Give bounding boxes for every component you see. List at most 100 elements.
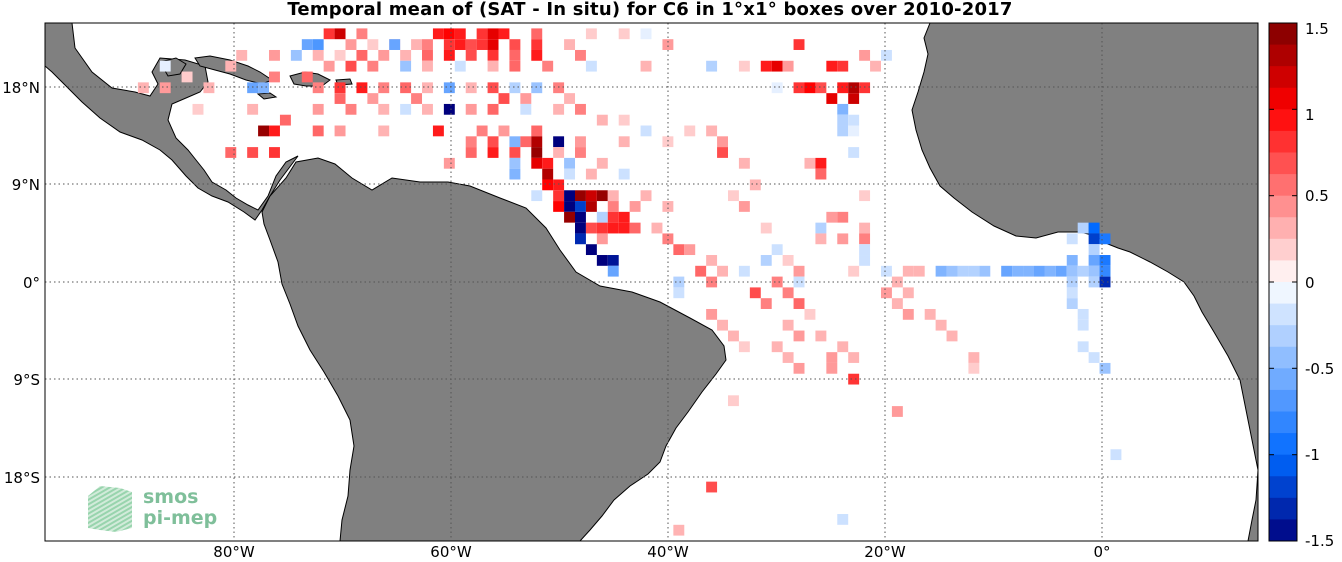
data-cell (498, 93, 510, 104)
data-cell (891, 298, 903, 309)
data-cell (771, 244, 783, 256)
data-cell (793, 330, 805, 342)
data-cell (443, 82, 455, 94)
data-cell (618, 222, 630, 234)
colorbar-label-neg1.5: -1.5 (1305, 532, 1334, 550)
data-cell (247, 103, 259, 115)
data-cell (891, 276, 903, 288)
lat-axis-labels: 18°N 9°N 0° 9°S 18°S (2, 79, 40, 487)
data-cell (1066, 265, 1078, 277)
data-cell (422, 82, 433, 94)
data-cell (542, 157, 554, 169)
data-cell (531, 190, 543, 202)
data-cell (531, 82, 543, 94)
data-cell (575, 211, 586, 223)
data-cell (848, 352, 860, 363)
data-cell (826, 362, 838, 374)
data-cell (531, 125, 543, 137)
data-cell (1012, 265, 1024, 277)
data-cell (1088, 265, 1100, 277)
data-cell (968, 352, 980, 363)
data-cell (859, 255, 871, 266)
data-cell (564, 201, 576, 212)
data-cell (225, 147, 237, 158)
data-cell (542, 179, 554, 191)
data-cell (837, 233, 849, 245)
colorbar-label-0: 0 (1305, 274, 1315, 292)
data-cell (553, 190, 565, 202)
data-cells (137, 28, 1122, 536)
data-cell (247, 82, 259, 94)
data-cell (1099, 233, 1111, 245)
plot-frame (44, 22, 1259, 542)
data-cell (837, 103, 849, 115)
data-cell (575, 233, 586, 245)
data-cell (564, 190, 576, 202)
data-cell (607, 265, 619, 277)
data-cell (1077, 319, 1089, 331)
data-cell (880, 287, 892, 299)
data-cell (443, 39, 455, 50)
data-cell (607, 211, 619, 223)
data-cell (564, 39, 576, 50)
data-cell (400, 60, 412, 72)
data-cell (487, 136, 499, 148)
data-cell (979, 265, 991, 277)
data-cell (771, 82, 783, 94)
data-cell (345, 39, 357, 50)
data-cell (804, 157, 816, 169)
data-cell (378, 82, 390, 94)
colorbar-level (1269, 282, 1297, 305)
data-cell (618, 211, 630, 223)
data-cell (968, 265, 980, 277)
data-cell (553, 147, 565, 158)
data-cell (1077, 222, 1089, 234)
data-cell (1099, 362, 1111, 374)
data-cell (487, 49, 499, 61)
data-cell (859, 82, 871, 94)
data-cell (793, 39, 805, 50)
data-cell (301, 39, 313, 50)
data-cell (596, 255, 608, 266)
data-cell (793, 82, 805, 94)
data-cell (815, 233, 827, 245)
data-cell (378, 125, 390, 137)
data-cell (717, 147, 728, 158)
data-cell (902, 265, 914, 277)
data-cell (312, 103, 324, 115)
data-cell (400, 49, 412, 61)
data-cell (771, 341, 783, 353)
data-cell (870, 60, 881, 72)
data-cell (662, 233, 674, 245)
graticule (45, 23, 1258, 541)
colorbar-level (1269, 303, 1297, 326)
data-cell (411, 39, 423, 50)
data-cell (771, 276, 783, 288)
data-cell (596, 211, 608, 223)
data-cell (465, 136, 477, 148)
colorbar-level (1269, 109, 1297, 132)
data-cell (553, 201, 565, 212)
data-cell (782, 255, 794, 266)
data-cell (269, 147, 280, 158)
data-cell (1055, 265, 1067, 277)
data-cell (367, 93, 379, 104)
data-cell (509, 157, 521, 169)
data-cell (585, 190, 597, 202)
lon-axis-labels: 80°W 60°W 40°W 20°W 0° (213, 543, 1110, 561)
data-cell (706, 481, 718, 493)
data-cell (1001, 265, 1013, 277)
data-cell (891, 406, 903, 417)
data-cell (334, 125, 346, 137)
data-cell (760, 255, 772, 266)
data-cell (1099, 255, 1111, 266)
data-cell (793, 298, 805, 309)
data-cell (487, 39, 499, 50)
data-cell (422, 60, 433, 72)
data-cell (258, 82, 270, 94)
data-cell (662, 136, 674, 148)
data-cell (476, 125, 488, 137)
data-cell (465, 147, 477, 158)
data-cell (487, 103, 499, 115)
lat-label-18s: 18°S (4, 469, 40, 487)
